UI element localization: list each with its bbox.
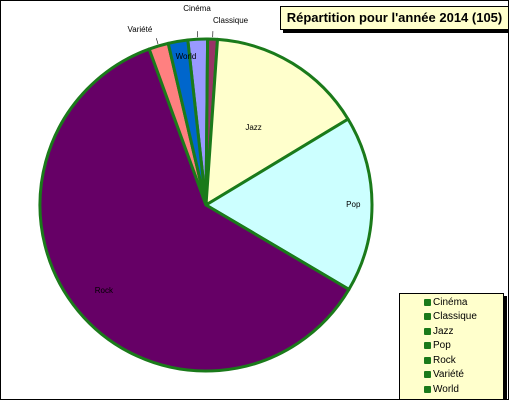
legend-label: Rock — [433, 355, 456, 366]
slice-label-cinema: Cinéma — [183, 4, 211, 13]
slice-label-pop: Pop — [346, 200, 361, 209]
slice-label-classique: Classique — [213, 16, 249, 25]
legend-label: Pop — [433, 340, 451, 351]
slice-label-rock: Rock — [95, 286, 114, 295]
legend-marker — [424, 357, 431, 364]
legend-marker — [424, 328, 431, 335]
legend-marker — [424, 299, 431, 306]
legend-marker — [424, 313, 431, 320]
legend-marker — [424, 386, 431, 393]
legend-label: Variété — [433, 369, 464, 380]
leader-line-variete — [156, 38, 159, 45]
legend-label: Jazz — [433, 326, 454, 337]
legend-label: Cinéma — [433, 297, 468, 308]
chart-title: Répartition pour l'année 2014 (105) — [280, 6, 508, 30]
pie-slice-jazz — [204, 37, 350, 207]
pie-slice-rock — [38, 47, 351, 373]
legend-label: World — [433, 384, 459, 395]
slice-label-world: World — [176, 52, 197, 61]
pie-slice-world — [166, 38, 208, 207]
slice-label-variete: Variété — [128, 25, 153, 34]
slice-label-jazz: Jazz — [245, 123, 261, 132]
legend-label: Classique — [433, 311, 477, 322]
legend-marker — [424, 371, 431, 378]
pie-slice-pop — [204, 117, 374, 291]
chart-legend: Cinéma Classique Jazz Pop Rock Variété W… — [399, 293, 504, 399]
legend-marker — [424, 342, 431, 349]
